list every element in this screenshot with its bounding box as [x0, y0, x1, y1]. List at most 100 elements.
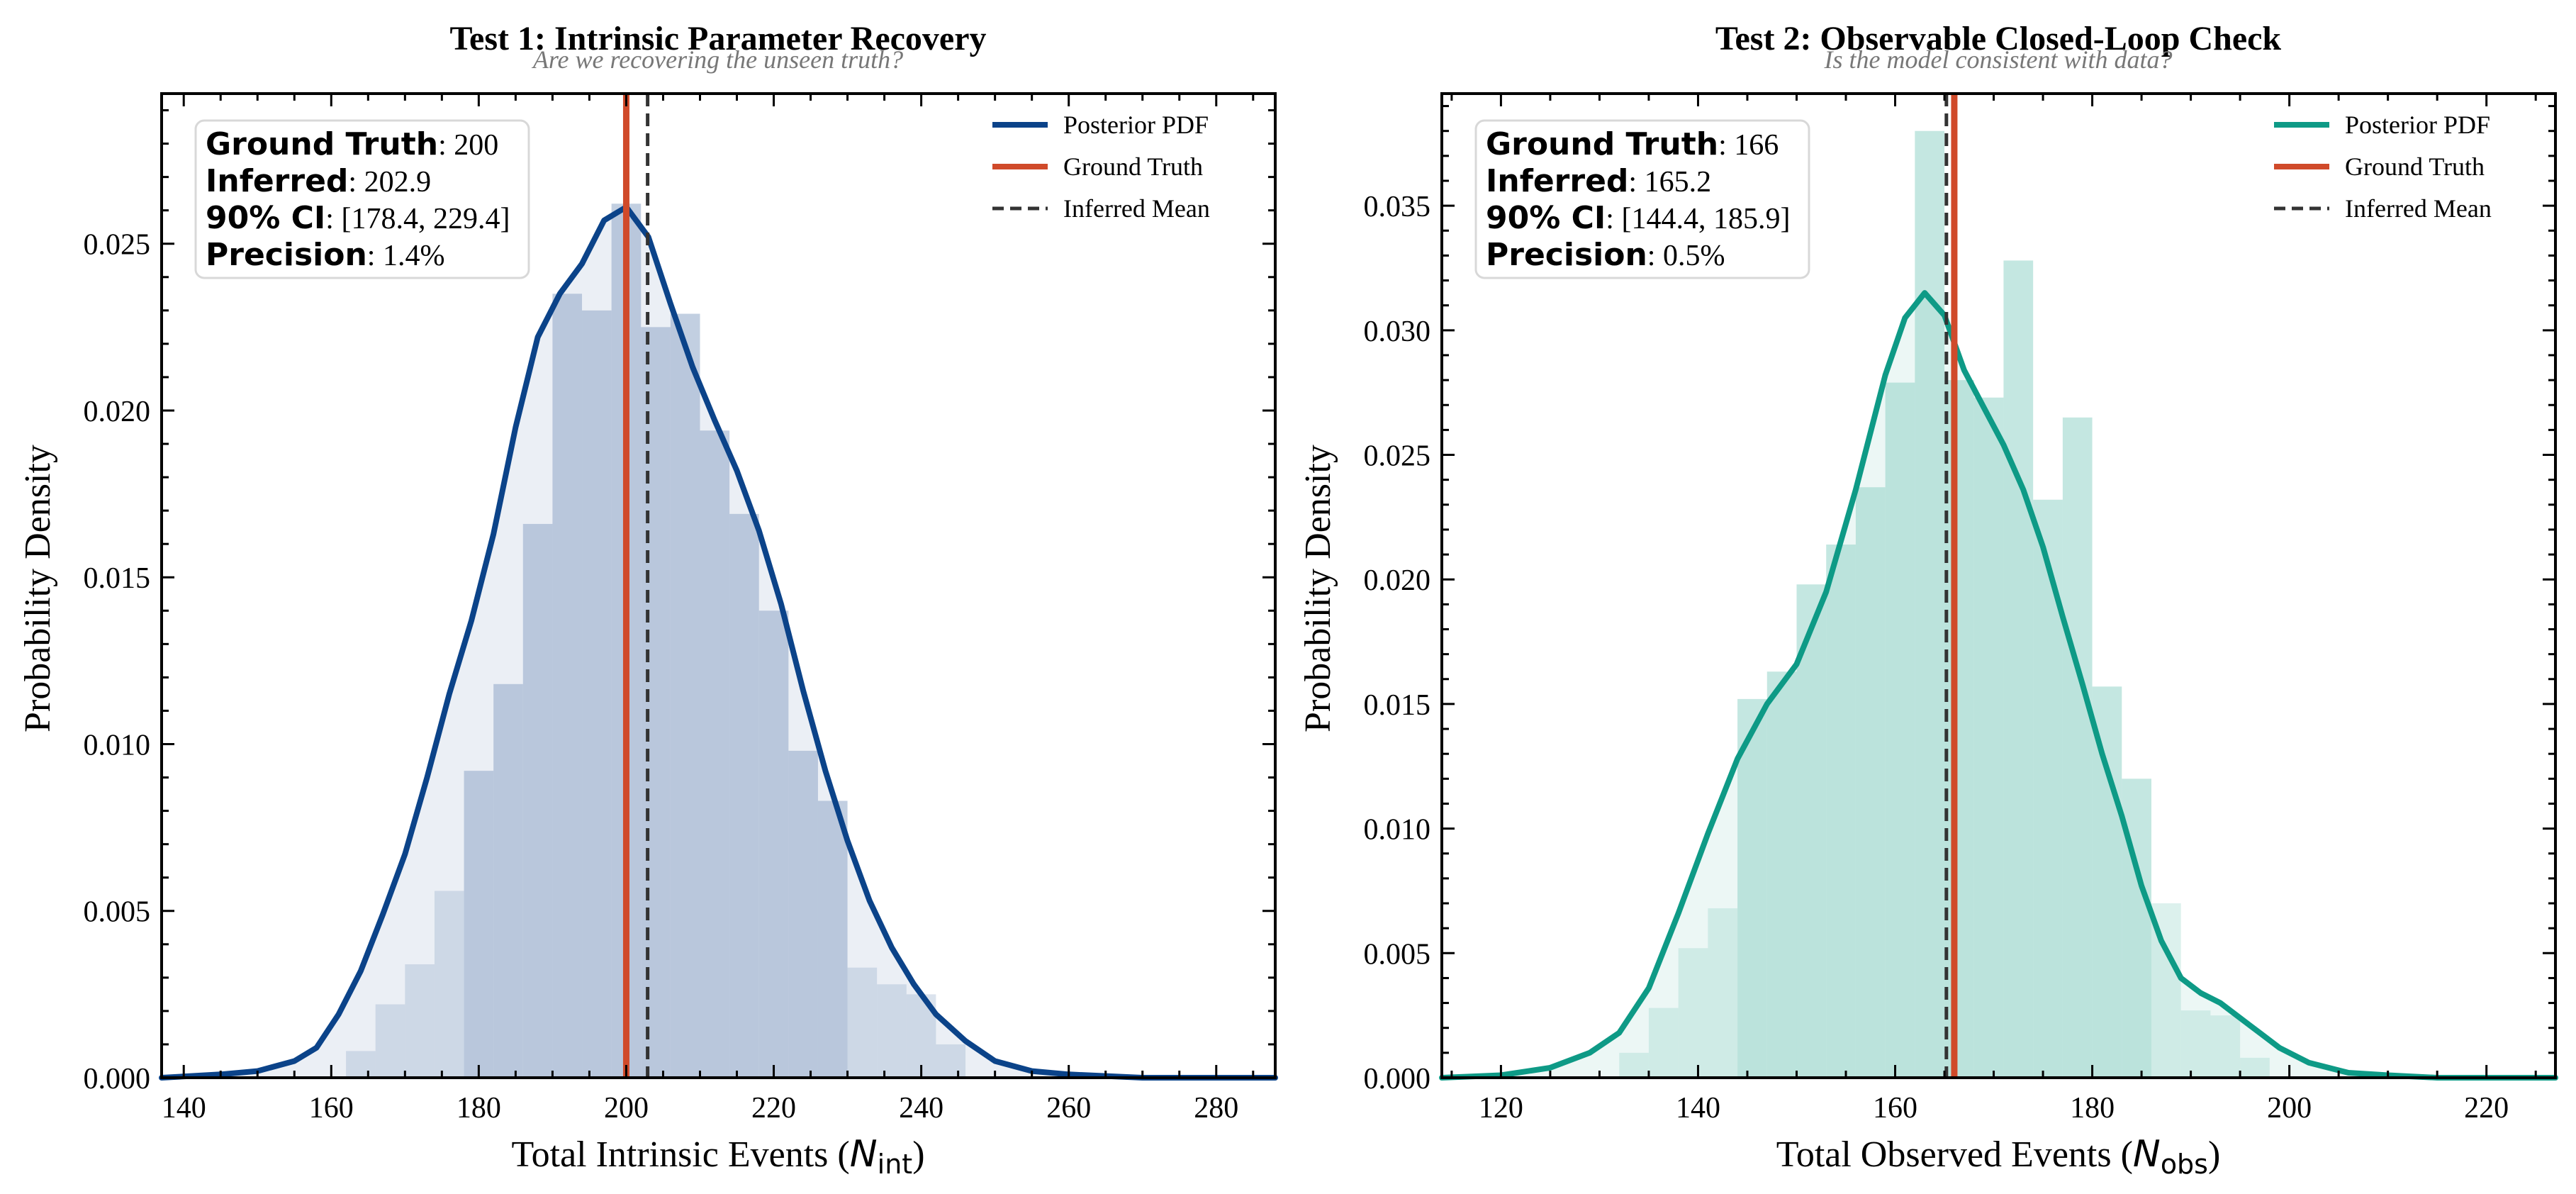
histogram-bar: [1915, 130, 1945, 1078]
histogram-bar: [700, 430, 730, 1078]
stat-value: : 166: [1718, 129, 1779, 162]
y-axis-label: Probability Density: [1298, 445, 1338, 732]
posterior-fill: [1442, 293, 2555, 1078]
stat-line: Precision: 0.5%: [1486, 237, 1725, 273]
legend-label: Posterior PDF: [2345, 111, 2490, 139]
chart-subtitle: Is the model consistent with data?: [1824, 45, 2173, 74]
x-tick-label: 220: [2464, 1092, 2509, 1125]
x-tick-label: 200: [604, 1092, 649, 1125]
y-tick-label: 0.030: [1364, 316, 1431, 348]
stats-box: [1474, 119, 1810, 279]
histogram-bar: [552, 294, 583, 1078]
stat-line: Inferred: 202.9: [206, 163, 431, 199]
x-tick-label: 140: [1676, 1092, 1720, 1125]
y-tick-label: 0.020: [84, 396, 151, 428]
histogram-bar: [817, 800, 848, 1078]
stat-value: : 1.4%: [367, 240, 445, 272]
histogram-bar: [1737, 698, 1767, 1078]
stat-line: 90% CI: [178.4, 229.4]: [206, 200, 510, 236]
y-tick-label: 0.020: [1364, 564, 1431, 597]
x-tick-label: 140: [162, 1092, 206, 1125]
y-tick-label: 0.010: [1364, 814, 1431, 847]
y-axis-label: Probability Density: [18, 445, 58, 732]
histogram-bar: [1973, 397, 2004, 1078]
histogram-bar: [2180, 1010, 2211, 1078]
y-tick-label: 0.015: [1364, 689, 1431, 722]
chart-title: Test 1: Intrinsic Parameter Recovery: [449, 20, 986, 57]
x-tick-label: 160: [1873, 1092, 1917, 1125]
legend-label: Posterior PDF: [1063, 111, 1209, 139]
histogram-bar: [2092, 686, 2122, 1078]
histogram-bar: [936, 1044, 966, 1078]
plot-frame: [160, 92, 1277, 1079]
x-tick-label: 280: [1194, 1092, 1238, 1125]
histogram-bar: [346, 1051, 376, 1078]
x-tick-label: 220: [751, 1092, 796, 1125]
x-tick-label: 180: [457, 1092, 501, 1125]
stat-key: Inferred: [1486, 163, 1628, 199]
x-tick-label: 160: [309, 1092, 354, 1125]
histogram-bar: [434, 891, 464, 1078]
x-tick-label: 180: [2070, 1092, 2115, 1125]
x-axis-label: Total Intrinsic Events (Nint): [511, 1133, 924, 1180]
posterior-fill: [162, 207, 1275, 1078]
y-tick-label: 0.035: [1364, 191, 1431, 223]
posterior-pdf-line: [1439, 290, 2558, 1081]
stat-key: Ground Truth: [206, 126, 438, 162]
stat-line: Ground Truth: 166: [1486, 126, 1779, 162]
histogram-bar: [729, 513, 759, 1078]
stat-value: : [178.4, 229.4]: [325, 203, 510, 235]
histogram-bar: [1796, 584, 1827, 1078]
stat-key: 90% CI: [1486, 200, 1606, 236]
histogram-bar: [2240, 1057, 2270, 1078]
histogram-bar: [847, 967, 878, 1078]
histogram-bar: [1678, 948, 1708, 1078]
y-tick-label: 0.005: [84, 896, 151, 929]
histogram-bar: [2210, 1015, 2241, 1078]
chart-title: Test 2: Observable Closed-Loop Check: [1715, 20, 2282, 57]
stat-value: : [144.4, 185.9]: [1606, 203, 1790, 235]
y-tick-label: 0.000: [84, 1063, 151, 1095]
x-tick-label: 120: [1479, 1092, 1523, 1125]
stat-key: Precision: [206, 237, 367, 273]
stat-key: 90% CI: [206, 200, 325, 236]
chart-subtitle: Are we recovering the unseen truth?: [532, 45, 903, 74]
panel-observable: Test 2: Observable Closed-Loop Check Is …: [1298, 20, 2558, 1180]
y-tick-label: 0.010: [84, 729, 151, 761]
y-tick-label: 0.025: [1364, 440, 1431, 473]
y-tick-label: 0.005: [1364, 938, 1431, 971]
stat-value: : 202.9: [348, 166, 431, 199]
histogram-bar: [1885, 382, 1915, 1078]
histogram-bar: [1766, 671, 1797, 1078]
histogram-bar: [670, 313, 700, 1078]
histogram-bar: [1855, 487, 1886, 1078]
histogram-bar: [1648, 1008, 1679, 1078]
stat-value: : 0.5%: [1647, 240, 1725, 272]
legend-label: Inferred Mean: [1063, 194, 1210, 223]
legend-label: Ground Truth: [1063, 152, 1203, 181]
histogram-bar: [1826, 545, 1856, 1078]
stat-line: Ground Truth: 200: [206, 126, 498, 162]
histogram-bar: [582, 310, 612, 1078]
y-tick-label: 0.025: [84, 229, 151, 262]
histogram-bar: [522, 523, 553, 1078]
legend-label: Ground Truth: [2345, 152, 2485, 181]
stat-line: 90% CI: [144.4, 185.9]: [1486, 200, 1790, 236]
histogram-bar: [877, 984, 907, 1078]
x-tick-label: 200: [2267, 1092, 2312, 1125]
y-tick-label: 0.000: [1364, 1063, 1431, 1095]
histogram-bar: [2003, 260, 2034, 1078]
histogram-bar: [405, 964, 435, 1078]
stat-key: Precision: [1486, 237, 1647, 273]
stat-value: : 165.2: [1628, 166, 1711, 199]
x-axis-label: Total Observed Events (Nobs): [1776, 1133, 2221, 1180]
stats-box: [194, 119, 530, 279]
histogram-bar: [788, 750, 818, 1078]
stat-line: Inferred: 165.2: [1486, 163, 1711, 199]
histogram-bar: [1619, 1052, 1649, 1078]
histogram-bar: [493, 684, 523, 1078]
x-tick-label: 240: [899, 1092, 943, 1125]
legend-label: Inferred Mean: [2345, 194, 2492, 223]
plot-frame: [1440, 92, 2557, 1079]
